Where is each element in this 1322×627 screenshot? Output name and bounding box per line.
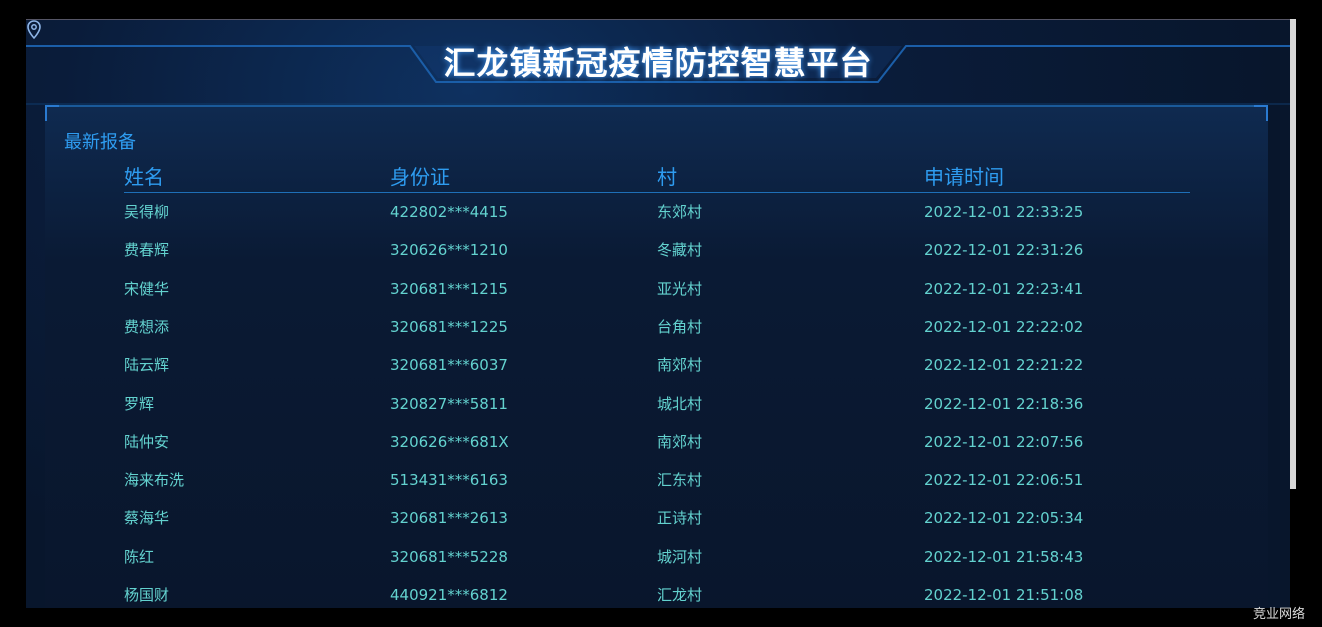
cell-village: 汇东村: [657, 471, 703, 490]
cell-apply-time: 2022-12-01 21:51:08: [924, 586, 1084, 604]
cell-name: 陆云辉: [124, 356, 170, 375]
table-row: 陆云辉 320681***6037 南郊村 2022-12-01 22:21:22: [124, 346, 1190, 384]
cell-village: 城北村: [657, 394, 703, 413]
watermark: 竞业网络: [1253, 607, 1306, 622]
cell-name: 罗辉: [124, 394, 155, 413]
table-row: 陈红 320681***5228 城河村 2022-12-01 21:58:43: [124, 538, 1190, 576]
cell-village: 南郊村: [657, 432, 703, 451]
cell-id-number: 320827***5811: [390, 394, 508, 413]
cell-name: 吴得柳: [124, 203, 170, 221]
cell-name: 陈红: [124, 547, 155, 566]
column-header-name: 姓名: [124, 165, 164, 189]
column-header-id: 身份证: [390, 165, 450, 189]
cell-name: 蔡海华: [124, 509, 170, 528]
cell-name: 杨国财: [124, 586, 170, 604]
page-title: 汇龙镇新冠疫情防控智慧平台: [443, 44, 873, 82]
cell-name: 宋健华: [124, 279, 170, 298]
cell-id-number: 320626***681X: [390, 432, 509, 451]
cell-apply-time: 2022-12-01 22:05:34: [924, 509, 1084, 528]
cell-id-number: 320681***1215: [390, 279, 508, 298]
panel-corner: [1254, 105, 1268, 121]
table-header: 姓名 身份证 村 申请时间: [124, 157, 1190, 193]
cell-apply-time: 2022-12-01 22:06:51: [924, 471, 1084, 490]
dashboard-screen: 汇龙镇新冠疫情防控智慧平台 最新报备 姓名 身份证 村 申请时间 吴得柳 4228…: [26, 19, 1290, 608]
cell-id-number: 440921***6812: [390, 586, 508, 604]
title-frame: [26, 45, 1290, 105]
table-row: 海来布洗 513431***6163 汇东村 2022-12-01 22:06:51: [124, 461, 1190, 499]
cell-village: 南郊村: [657, 356, 703, 375]
table-row: 蔡海华 320681***2613 正诗村 2022-12-01 22:05:34: [124, 499, 1190, 537]
table-row: 费想添 320681***1225 台角村 2022-12-01 22:22:02: [124, 308, 1190, 346]
cell-name: 费想添: [124, 317, 170, 336]
cell-id-number: 320681***2613: [390, 509, 508, 528]
panel-corner: [45, 105, 59, 121]
header: 汇龙镇新冠疫情防控智慧平台: [26, 20, 1290, 105]
table-row: 杨国财 440921***6812 汇龙村 2022-12-01 21:51:08: [124, 576, 1190, 608]
cell-village: 正诗村: [657, 509, 703, 528]
cell-name: 海来布洗: [124, 471, 185, 490]
table-row: 罗辉 320827***5811 城北村 2022-12-01 22:18:36: [124, 385, 1190, 423]
cell-id-number: 513431***6163: [390, 471, 508, 490]
cell-id-number: 320681***1225: [390, 317, 508, 336]
table-row: 宋健华 320681***1215 亚光村 2022-12-01 22:23:41: [124, 270, 1190, 308]
cell-name: 陆仲安: [124, 432, 170, 451]
cell-village: 冬藏村: [657, 241, 703, 260]
cell-name: 费春辉: [124, 241, 170, 260]
cell-apply-time: 2022-12-01 22:23:41: [924, 279, 1084, 298]
table-row: 陆仲安 320626***681X 南郊村 2022-12-01 22:07:56: [124, 423, 1190, 461]
table-row: 吴得柳 422802***4415 东郊村 2022-12-01 22:33:25: [124, 193, 1190, 231]
cell-apply-time: 2022-12-01 22:22:02: [924, 317, 1084, 336]
map-pin-icon[interactable]: [26, 20, 42, 40]
cell-village: 东郊村: [657, 203, 703, 221]
cell-village: 台角村: [657, 317, 703, 336]
latest-reports-panel: 最新报备 姓名 身份证 村 申请时间 吴得柳 422802***4415 东郊村 20…: [45, 105, 1268, 608]
cell-id-number: 422802***4415: [390, 203, 508, 221]
cell-apply-time: 2022-12-01 22:18:36: [924, 394, 1084, 413]
cell-village: 汇龙村: [657, 586, 703, 604]
cell-apply-time: 2022-12-01 22:21:22: [924, 356, 1084, 375]
scrollbar[interactable]: [1290, 19, 1296, 489]
panel-title: 最新报备: [64, 132, 136, 153]
cell-village: 城河村: [657, 547, 703, 566]
cell-apply-time: 2022-12-01 22:33:25: [924, 203, 1084, 221]
cell-apply-time: 2022-12-01 22:31:26: [924, 241, 1084, 260]
cell-apply-time: 2022-12-01 22:07:56: [924, 432, 1084, 451]
cell-id-number: 320626***1210: [390, 241, 508, 260]
column-header-village: 村: [657, 165, 677, 189]
table-row: 费春辉 320626***1210 冬藏村 2022-12-01 22:31:26: [124, 231, 1190, 269]
cell-id-number: 320681***5228: [390, 547, 508, 566]
cell-village: 亚光村: [657, 279, 703, 298]
cell-id-number: 320681***6037: [390, 356, 508, 375]
column-header-time: 申请时间: [924, 165, 1004, 189]
cell-apply-time: 2022-12-01 21:58:43: [924, 547, 1084, 566]
